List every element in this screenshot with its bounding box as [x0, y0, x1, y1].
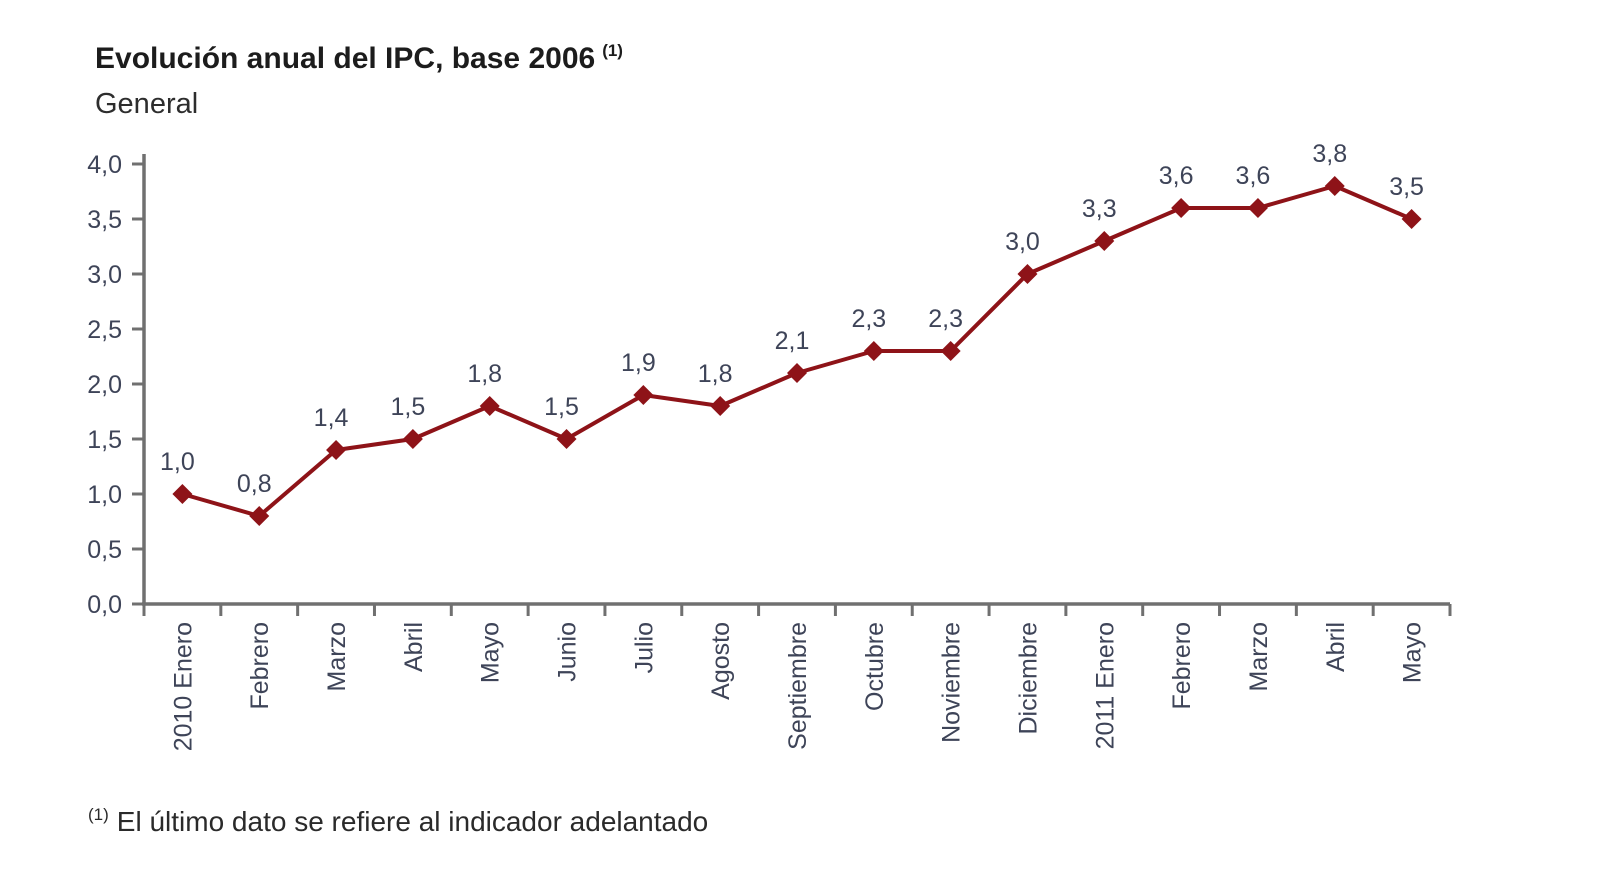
- y-axis-tick-label: 3,5: [87, 206, 122, 234]
- x-axis-category-label: Diciembre: [1014, 622, 1042, 735]
- x-axis-category-label: Abril: [1322, 622, 1350, 672]
- y-axis-tick-label: 2,0: [87, 371, 122, 399]
- data-point-label: 3,8: [1312, 140, 1347, 168]
- x-axis-category-label: Febrero: [1168, 622, 1196, 710]
- x-axis-category-label: Abril: [400, 622, 428, 672]
- footnote-text: El último dato se refiere al indicador a…: [116, 806, 709, 837]
- data-point-marker: [633, 385, 654, 405]
- data-point-label: 2,3: [928, 305, 963, 333]
- data-point-marker: [249, 506, 270, 526]
- data-point-label: 3,6: [1236, 162, 1271, 190]
- data-point-marker: [402, 429, 423, 449]
- x-axis-category-label: Febrero: [246, 622, 274, 710]
- data-point-label: 1,4: [314, 404, 349, 432]
- x-axis-category-label: Noviembre: [938, 622, 966, 743]
- x-axis-category-label: Marzo: [1245, 622, 1273, 691]
- y-axis-tick-label: 1,0: [87, 481, 122, 509]
- data-point-marker: [1017, 264, 1038, 284]
- y-axis-tick-label: 1,5: [87, 426, 122, 454]
- data-point-marker: [1247, 198, 1268, 218]
- y-axis-tick-label: 0,5: [87, 536, 122, 564]
- x-axis-category-label: 2011 Enero: [1091, 622, 1119, 749]
- y-axis-tick-label: 2,5: [87, 316, 122, 344]
- data-point-label: 3,5: [1389, 173, 1424, 201]
- footnote-marker: (1): [88, 805, 109, 824]
- footnote: (1) El último dato se refiere al indicado…: [88, 805, 709, 838]
- x-axis-category-label: Agosto: [707, 622, 735, 700]
- data-point-label: 2,3: [851, 305, 886, 333]
- data-point-marker: [940, 341, 961, 361]
- title-footnote-marker: (1): [602, 41, 623, 60]
- chart-title: Evolución anual del IPC, base 2006 (1): [95, 41, 623, 76]
- data-point-label: 1,8: [698, 360, 733, 388]
- data-point-label: 3,6: [1159, 162, 1194, 190]
- data-point-label: 1,0: [160, 448, 195, 476]
- data-point-marker: [556, 429, 577, 449]
- data-point-label: 1,8: [467, 360, 502, 388]
- data-point-marker: [172, 484, 193, 504]
- data-point-label: 1,5: [544, 393, 579, 421]
- data-point-marker: [1401, 209, 1422, 229]
- chart-title-text: Evolución anual del IPC, base 2006: [95, 42, 596, 75]
- data-point-label: 2,1: [775, 327, 810, 355]
- data-point-marker: [710, 396, 731, 416]
- data-point-marker: [1094, 231, 1115, 251]
- y-axis-tick-label: 4,0: [87, 151, 122, 179]
- data-point-marker: [787, 363, 807, 383]
- x-axis-category-label: Octubre: [861, 622, 889, 711]
- chart-subtitle: General: [95, 88, 199, 120]
- data-point-marker: [1324, 176, 1345, 196]
- data-point-label: 0,8: [237, 470, 272, 498]
- data-point-marker: [1171, 198, 1192, 218]
- data-point-marker: [863, 341, 884, 361]
- data-point-marker: [326, 440, 347, 460]
- data-point-label: 1,5: [390, 393, 425, 421]
- data-point-marker: [479, 396, 500, 416]
- x-axis-category-label: Mayo: [477, 622, 505, 683]
- y-axis-tick-label: 0,0: [87, 591, 122, 619]
- y-axis-tick-label: 3,0: [87, 261, 122, 289]
- data-point-label: 1,9: [621, 349, 656, 377]
- x-axis-category-label: Julio: [630, 622, 658, 673]
- x-axis-category-label: Septiembre: [784, 622, 812, 750]
- x-axis-category-label: Junio: [554, 622, 582, 682]
- x-axis-category-label: 2010 Enero: [169, 622, 197, 751]
- data-point-label: 3,3: [1082, 195, 1117, 223]
- data-point-label: 3,0: [1005, 228, 1040, 256]
- x-axis-category-label: Mayo: [1399, 622, 1427, 683]
- x-axis-category-label: Marzo: [323, 622, 351, 691]
